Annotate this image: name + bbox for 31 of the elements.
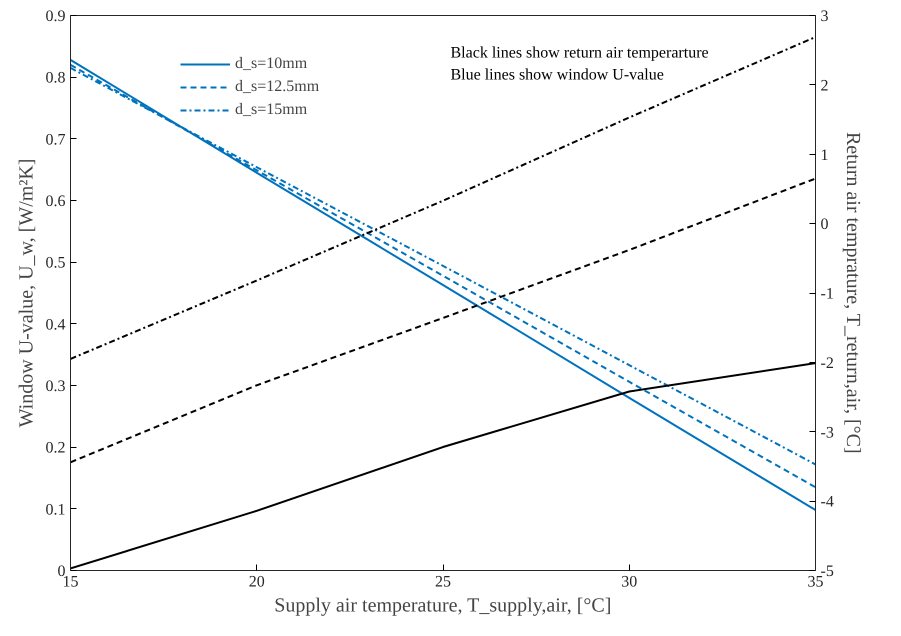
y2-tick-label: 1 [820, 146, 828, 164]
x-tick-label: 35 [808, 574, 824, 590]
y2-tick-label: -1 [820, 286, 834, 302]
x-tick-label: 25 [435, 574, 451, 590]
y-tick-label: 0.5 [46, 254, 66, 272]
y2-tick-label: 3 [820, 8, 828, 25]
y2-tick-label: 2 [820, 77, 828, 94]
y-tick-label: 0.3 [46, 378, 66, 395]
y-tick-label: 0.2 [46, 440, 66, 457]
y2-tick-label: 0 [820, 216, 828, 234]
y-tick-label: 0.4 [46, 316, 66, 334]
y-tick-label: 0.6 [46, 193, 66, 210]
y-tick-label: 0.8 [46, 70, 66, 87]
y-tick-label: 0 [58, 563, 66, 580]
y-axis-title: Window U-value, U_w, [W/m²K] [16, 158, 38, 428]
x-tick-label: 20 [248, 574, 265, 590]
y-tick-label: 0.1 [46, 501, 66, 518]
legend-label: d_s=15mm [235, 101, 308, 119]
y2-tick-label: -2 [820, 354, 834, 372]
x-axis-title: Supply air temperature, T_supply,air, [°C] [274, 594, 612, 616]
legend-label: d_s=12.5mm [235, 78, 320, 96]
annotation: Black lines show return air temperarture [450, 44, 709, 62]
y-tick-label: 0.7 [46, 131, 66, 148]
annotation: Blue lines show window U-value [450, 66, 664, 84]
y2-tick-label: -4 [820, 494, 834, 511]
y2-tick-label: -3 [820, 424, 834, 442]
y-tick-label: 0.9 [46, 8, 66, 25]
legend-label: d_s=10mm [235, 55, 308, 73]
y2-tick-label: -5 [820, 563, 834, 580]
y2-axis-title: Return air temprature, T_return,air, [°C] [842, 132, 864, 454]
x-tick-label: 30 [621, 574, 638, 590]
